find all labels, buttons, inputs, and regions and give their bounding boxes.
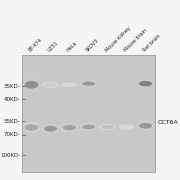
Ellipse shape: [80, 80, 97, 87]
Text: 40KD-: 40KD-: [4, 97, 21, 102]
Ellipse shape: [44, 83, 57, 87]
Text: 70KD-: 70KD-: [4, 132, 21, 137]
Ellipse shape: [139, 123, 152, 129]
Ellipse shape: [23, 78, 40, 92]
Bar: [22, 55, 155, 172]
Ellipse shape: [25, 81, 38, 89]
Ellipse shape: [119, 124, 134, 130]
Text: Mouse kidney: Mouse kidney: [104, 26, 131, 53]
Text: 55KD-: 55KD-: [4, 119, 21, 124]
Ellipse shape: [80, 123, 97, 131]
Ellipse shape: [62, 82, 77, 87]
Ellipse shape: [42, 123, 59, 134]
Text: Mouse brain: Mouse brain: [123, 28, 148, 53]
Ellipse shape: [64, 84, 75, 86]
Ellipse shape: [139, 81, 152, 86]
Ellipse shape: [44, 126, 57, 132]
Ellipse shape: [82, 82, 95, 86]
Text: SKOV3: SKOV3: [85, 38, 100, 53]
Text: CCT6A: CCT6A: [155, 120, 179, 125]
Text: Rat brain: Rat brain: [142, 33, 161, 53]
Ellipse shape: [101, 125, 114, 129]
Ellipse shape: [42, 82, 58, 88]
Text: 35KD-: 35KD-: [4, 84, 21, 89]
Ellipse shape: [137, 121, 154, 131]
Text: 100KD-: 100KD-: [0, 152, 21, 158]
Ellipse shape: [23, 122, 40, 133]
Text: BT-474: BT-474: [28, 37, 44, 53]
Text: U251: U251: [47, 40, 60, 53]
Ellipse shape: [61, 123, 78, 132]
Ellipse shape: [137, 79, 154, 88]
Ellipse shape: [100, 124, 116, 130]
Ellipse shape: [25, 124, 38, 131]
Text: HeLa: HeLa: [66, 41, 78, 53]
Ellipse shape: [82, 125, 95, 129]
Ellipse shape: [121, 125, 132, 128]
Ellipse shape: [63, 125, 76, 130]
